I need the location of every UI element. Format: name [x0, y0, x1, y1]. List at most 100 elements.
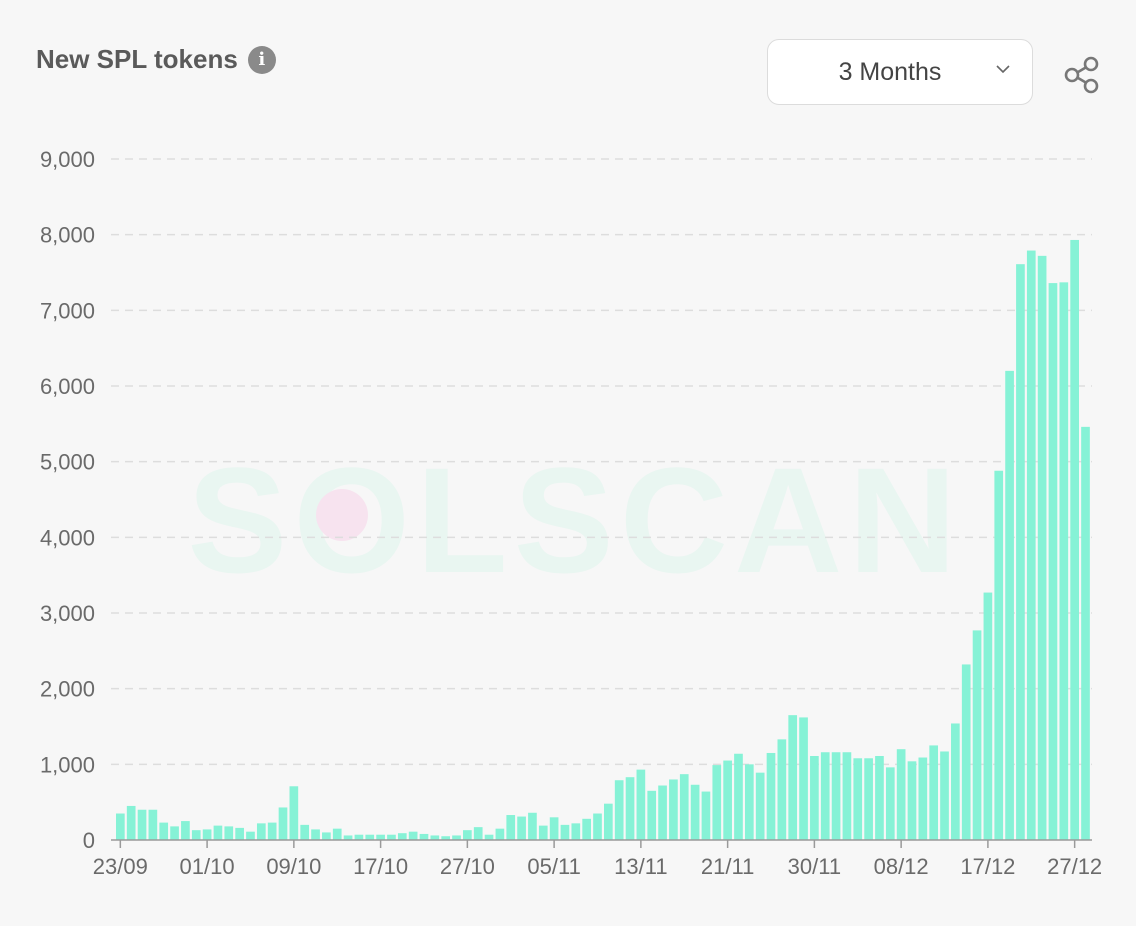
bar[interactable]	[430, 835, 440, 840]
bar[interactable]	[744, 764, 754, 840]
bar[interactable]	[766, 752, 776, 840]
bar[interactable]	[625, 777, 635, 840]
bar[interactable]	[376, 834, 385, 840]
bar[interactable]	[441, 836, 451, 840]
bar[interactable]	[788, 715, 798, 840]
bar[interactable]	[614, 780, 624, 840]
bar[interactable]	[343, 835, 353, 840]
bar[interactable]	[267, 822, 277, 840]
bar[interactable]	[647, 790, 657, 840]
bar[interactable]	[777, 739, 787, 840]
bar[interactable]	[972, 630, 982, 840]
bar[interactable]	[820, 752, 830, 840]
bar[interactable]	[755, 772, 765, 840]
bar[interactable]	[669, 779, 678, 840]
share-icon[interactable]	[1062, 54, 1102, 94]
bar[interactable]	[332, 828, 342, 840]
bar[interactable]	[549, 817, 559, 840]
bar[interactable]	[636, 769, 646, 840]
bar[interactable]	[593, 813, 602, 840]
bar[interactable]	[137, 809, 147, 840]
bar[interactable]	[940, 751, 949, 840]
bar[interactable]	[126, 805, 136, 840]
bar[interactable]	[1081, 426, 1090, 840]
bar[interactable]	[1026, 250, 1036, 840]
bar[interactable]	[918, 757, 928, 840]
bar[interactable]	[528, 812, 537, 840]
bar[interactable]	[517, 816, 526, 840]
bar[interactable]	[224, 826, 234, 840]
bar[interactable]	[1037, 255, 1047, 841]
bar[interactable]	[853, 758, 863, 840]
bar[interactable]	[690, 784, 700, 840]
bar[interactable]	[159, 822, 169, 840]
bar[interactable]	[289, 786, 299, 840]
bar[interactable]	[604, 803, 613, 840]
bar[interactable]	[907, 761, 917, 840]
bar[interactable]	[235, 827, 244, 840]
bar[interactable]	[116, 813, 125, 840]
bar[interactable]	[712, 765, 722, 840]
bar[interactable]	[1005, 370, 1014, 840]
bar[interactable]	[810, 756, 819, 840]
info-icon[interactable]: i	[247, 45, 276, 74]
bar[interactable]	[582, 818, 591, 840]
bar[interactable]	[951, 723, 960, 840]
bar[interactable]	[1070, 239, 1079, 840]
bar[interactable]	[365, 834, 375, 840]
bar[interactable]	[246, 831, 255, 840]
bar[interactable]	[885, 767, 895, 840]
bar[interactable]	[929, 745, 939, 840]
bar[interactable]	[701, 791, 711, 840]
bar[interactable]	[202, 829, 212, 840]
bar[interactable]	[864, 758, 873, 840]
bar[interactable]	[571, 823, 581, 840]
bar[interactable]	[1016, 264, 1025, 840]
bar[interactable]	[961, 664, 971, 840]
bar[interactable]	[213, 825, 223, 840]
bar[interactable]	[452, 835, 461, 840]
bar[interactable]	[983, 592, 993, 840]
bar[interactable]	[875, 756, 884, 840]
bar[interactable]	[1059, 282, 1069, 841]
bar[interactable]	[170, 826, 179, 840]
bar[interactable]	[463, 830, 472, 840]
bar[interactable]	[397, 833, 407, 840]
bar[interactable]	[148, 809, 158, 840]
bar[interactable]	[831, 752, 841, 840]
bar[interactable]	[495, 828, 505, 840]
bar[interactable]	[560, 824, 570, 840]
x-tick-label: 01/10	[180, 854, 235, 879]
bar[interactable]	[256, 823, 266, 840]
bar[interactable]	[387, 834, 396, 840]
bar[interactable]	[896, 749, 906, 840]
bar[interactable]	[723, 760, 732, 840]
bar[interactable]	[191, 830, 201, 840]
bar[interactable]	[322, 832, 331, 840]
bar[interactable]	[278, 807, 288, 840]
bar[interactable]	[658, 785, 667, 840]
bar[interactable]	[538, 825, 548, 840]
bar[interactable]	[419, 833, 429, 840]
x-tick-label: 27/12	[1047, 854, 1102, 879]
x-tick-label: 27/10	[440, 854, 495, 879]
bar[interactable]	[994, 470, 1004, 840]
bar[interactable]	[354, 834, 364, 840]
bar[interactable]	[734, 753, 743, 840]
bar[interactable]	[300, 824, 310, 840]
bar[interactable]	[181, 821, 190, 840]
bar[interactable]	[484, 834, 494, 840]
time-range-select[interactable]: 3 Months	[767, 39, 1033, 105]
time-range-label: 3 Months	[838, 57, 942, 86]
bar[interactable]	[408, 831, 418, 840]
bar[interactable]	[506, 815, 516, 840]
bar[interactable]	[473, 827, 483, 840]
bar[interactable]	[1048, 283, 1058, 841]
y-tick-label: 6,000	[40, 374, 95, 399]
bar[interactable]	[679, 774, 689, 840]
bar[interactable]	[311, 829, 320, 840]
y-tick-label: 0	[83, 828, 95, 853]
bar[interactable]	[842, 752, 852, 840]
x-tick-label: 30/11	[788, 854, 841, 879]
bar[interactable]	[799, 717, 808, 840]
